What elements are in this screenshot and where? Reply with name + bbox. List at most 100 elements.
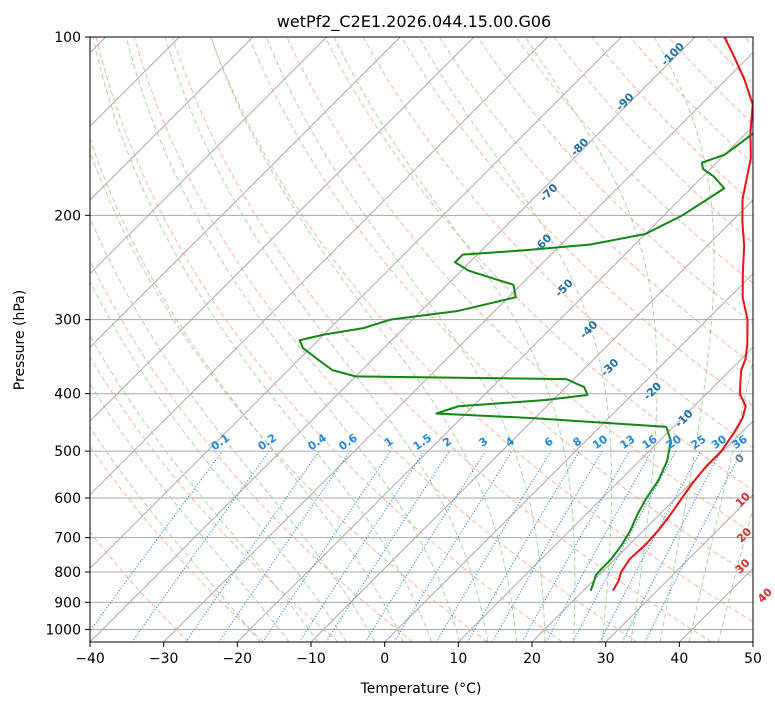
isotherm-line [678, 567, 753, 642]
isotherm-line [605, 493, 753, 642]
mixing-ratio-label: 16 [640, 432, 660, 452]
mixing-ratio-label: 3 [477, 435, 491, 450]
mixing-ratio-line [521, 450, 631, 642]
mixing-ratio-label: 6 [542, 435, 556, 450]
mixing-ratio-label: 30 [709, 432, 729, 452]
moist-adiabat-label: -80 [568, 135, 591, 158]
moist-adiabat-line [90, 216, 376, 642]
isotherm-line [90, 37, 622, 570]
dry-adiabat-label: 20 [734, 525, 754, 545]
x-tick-label: −40 [75, 651, 105, 667]
moist-adiabat-label: -50 [552, 276, 575, 299]
mixing-ratio-line [325, 450, 450, 642]
dry-adiabat-line [90, 150, 488, 642]
isotherm-line [90, 37, 254, 201]
temperature-profile-line [611, 37, 753, 592]
isotherm-line [90, 37, 401, 349]
isotherm-line [90, 37, 549, 496]
dry-adiabat-line [133, 37, 638, 642]
y-tick-label: 400 [54, 387, 81, 403]
mixing-ratio-line [572, 450, 677, 642]
x-tick-label: 20 [523, 651, 541, 667]
y-axis-label: Pressure (hPa) [12, 290, 28, 390]
dry-adiabat-line [362, 37, 753, 449]
isotherm-line [90, 37, 328, 275]
mixing-ratio-label: 0.2 [256, 431, 279, 453]
moist-adiabat-label: -40 [577, 318, 600, 341]
dry-adiabat-line [90, 356, 339, 642]
mixing-ratio-line [621, 450, 722, 642]
mixing-ratio-line [218, 450, 351, 642]
dry-adiabat-line [95, 37, 563, 642]
moist-adiabat-line [210, 37, 517, 642]
moist-adiabat-label: -10 [672, 407, 695, 430]
mixing-ratio-line [466, 450, 580, 642]
dry-adiabat-line [400, 37, 753, 407]
dry-adiabat-line [477, 37, 753, 325]
moist-adiabat-line [125, 37, 461, 642]
dry-adiabat-line [706, 37, 753, 86]
mixing-ratio-line [90, 450, 223, 632]
dry-adiabat-line [90, 445, 264, 642]
mixing-ratio-label: 25 [689, 433, 709, 452]
moist-adiabat-line [90, 334, 319, 642]
y-tick-label: 300 [54, 313, 81, 329]
mixing-ratio-label: 13 [617, 433, 637, 452]
mixing-ratio-label: 1 [382, 435, 396, 450]
moist-adiabat-line [90, 382, 290, 642]
mixing-ratio-label: 20 [664, 432, 684, 452]
isotherm-line [236, 125, 753, 642]
moist-adiabat-line [92, 37, 432, 642]
y-tick-label: 1000 [45, 622, 81, 638]
moist-adiabat-line [90, 426, 261, 642]
y-tick-label: 900 [54, 595, 81, 611]
moist-adiabat-line [164, 37, 489, 642]
x-tick-label: 10 [449, 651, 467, 667]
chart-title: wetPf2_C2E1.2026.044.15.00.G06 [277, 12, 551, 32]
x-tick-label: 50 [744, 651, 762, 667]
moist-adiabat-label: -60 [531, 231, 554, 254]
dry-adiabat-line [439, 37, 753, 366]
isotherm-line [90, 37, 696, 642]
dry-adiabat-line [668, 37, 753, 125]
y-tick-label: 600 [54, 491, 81, 507]
mixing-ratio-label: 0.1 [209, 431, 232, 453]
mixing-ratio-line [298, 450, 425, 642]
moist-adiabat-label: -100 [658, 40, 687, 69]
isotherm-line [531, 420, 753, 642]
y-tick-label: 700 [54, 531, 81, 547]
x-tick-label: −30 [149, 651, 179, 667]
mixing-ratio-label: 1.5 [411, 431, 434, 453]
dry-adiabat-line [210, 37, 753, 623]
plot-area: 0.1 0.2 0.4 0.6 1 1.5 2 3 4 6 8 10 13 16 20 25 30 3601020… [90, 37, 775, 642]
x-tick-label: −20 [223, 651, 253, 667]
mixing-ratio-label: 10 [590, 432, 610, 452]
x-tick-label: −10 [296, 651, 326, 667]
mixing-ratio-line [262, 450, 392, 642]
dry-adiabat-label: 0 [732, 451, 747, 466]
dewpoint-profile-line [298, 132, 753, 591]
dry-adiabat-line [90, 531, 190, 642]
y-tick-label: 800 [54, 565, 81, 581]
mixing-ratio-line [393, 450, 513, 642]
x-axis: −40 −30 −20 −10 0 10 20 30 40 50 [75, 642, 762, 667]
moist-adiabat-line [524, 37, 658, 642]
dry-adiabat-line [248, 37, 753, 578]
isotherm-line [90, 37, 475, 422]
moist-adiabat-line [418, 37, 613, 642]
plot-frame [89, 36, 754, 643]
isotherm-line [310, 199, 753, 642]
dry-adiabat-line [171, 37, 712, 642]
mixing-ratio-line [364, 450, 486, 642]
moist-adiabat-line [653, 37, 715, 642]
moist-adiabat-line [90, 280, 347, 642]
moist-adiabat-label: -70 [537, 181, 560, 204]
dry-adiabat-line [90, 259, 414, 642]
isotherm-line [457, 346, 753, 642]
y-axis: 100 200 300 400 500 600 700 800 900 1000 [45, 30, 90, 638]
mixing-ratio-label: 0.4 [306, 431, 330, 453]
dry-adiabat-line [515, 37, 753, 284]
x-tick-label: 40 [670, 651, 688, 667]
y-tick-label: 500 [54, 444, 81, 460]
